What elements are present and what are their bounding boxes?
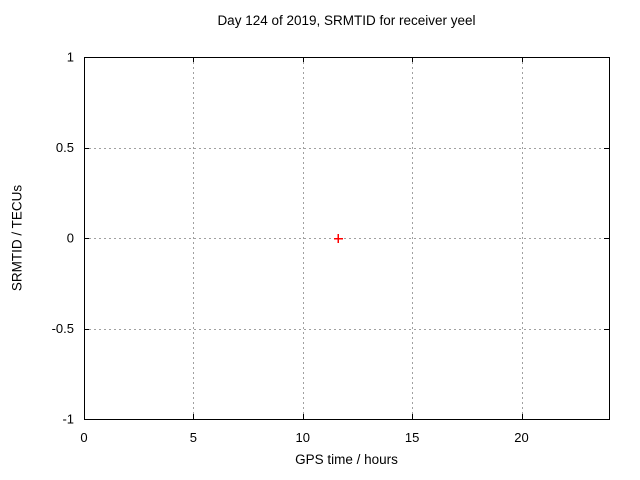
y-tick-label: 0.5 (56, 140, 74, 155)
x-axis-label: GPS time / hours (295, 452, 398, 467)
y-tick-label: -0.5 (52, 321, 74, 336)
x-tick-label: 10 (296, 430, 310, 445)
x-tick-label: 5 (190, 430, 197, 445)
plot-border (84, 57, 610, 420)
x-tick-label: 0 (80, 430, 87, 445)
y-tick-label: 0 (67, 231, 74, 246)
x-tick-label: 15 (405, 430, 419, 445)
y-tick-label: -1 (62, 412, 74, 427)
y-tick-label: 1 (67, 50, 74, 65)
chart-title: Day 124 of 2019, SRMTID for receiver yee… (217, 13, 476, 28)
x-tick-label: 20 (514, 430, 528, 445)
